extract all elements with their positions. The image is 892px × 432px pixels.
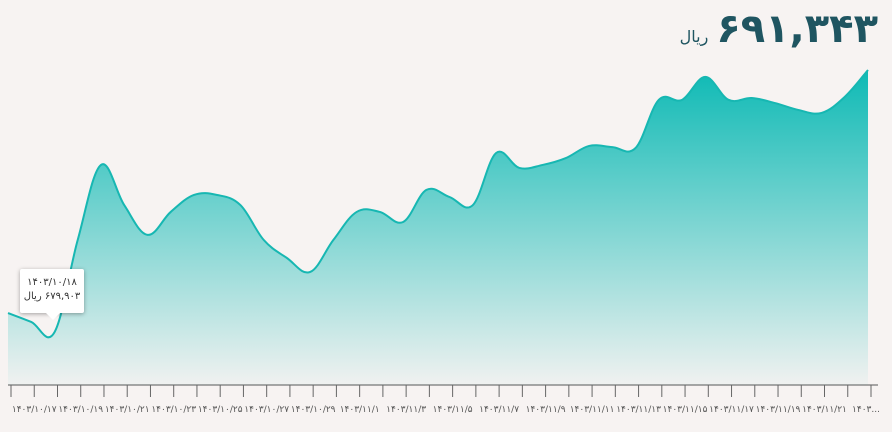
x-tick-label: ۱۴۰۳/۱۱/۱: [340, 405, 380, 415]
x-tick-label: ۱۴۰۳/۱۱/۱۷: [709, 405, 754, 415]
price-value: ۶۹۱,۳۴۳: [716, 6, 878, 52]
tooltip: ۱۴۰۳/۱۰/۱۸ ۶۷۹,۹۰۳ ریال: [20, 269, 84, 320]
x-tick-label: ۱۴۰۳/۱۱/۱۵: [663, 405, 708, 415]
x-tick-label: ۱۴۰۳/۱۰/۲۷: [244, 405, 289, 415]
x-tick-label: ۱۴۰۳/۱۰/۱۷: [12, 405, 57, 415]
x-tick-label: ۱۴۰۳/۱۱/۳: [386, 405, 426, 415]
x-tick-label: ۱۴۰۳/۱۱/۱۳: [616, 405, 661, 415]
x-tick-label: ۱۴۰۳/۱۰/۲۱: [105, 405, 150, 415]
x-tick-label: ۱۴۰۳/۱۰/۲۳: [151, 405, 196, 415]
x-tick-label: ۱۴۰۳/۱۰/۲۹: [291, 405, 336, 415]
price-line: [7, 69, 869, 339]
x-tick-label: ۱۴۰۳/۱۱/۹: [526, 405, 566, 415]
x-tick-label: ۱۴۰۳...: [852, 405, 880, 415]
x-tick-label: ۱۴۰۳/۱۱/۲۱: [802, 405, 847, 415]
current-price: ۶۹۱,۳۴۳ ریال: [680, 6, 878, 52]
area-fill: [8, 69, 868, 386]
tooltip-number: ۶۷۹,۹۰۳: [44, 291, 81, 302]
x-tick-label: ۱۴۰۳/۱۱/۵: [433, 405, 473, 415]
tooltip-date: ۱۴۰۳/۱۰/۱۸: [27, 277, 77, 288]
x-tick-label: ۱۴۰۳/۱۰/۲۵: [198, 405, 243, 415]
x-tick-label: ۱۴۰۳/۱۱/۱۱: [570, 405, 615, 415]
tooltip-value: ۶۷۹,۹۰۳ ریال: [20, 290, 84, 304]
tooltip-unit: ریال: [23, 291, 42, 302]
x-tick-label: ۱۴۰۳/۱۱/۷: [479, 405, 519, 415]
x-tick-label: ۱۴۰۳/۱۰/۱۹: [58, 405, 103, 415]
price-unit: ریال: [679, 27, 709, 46]
x-tick-label: ۱۴۰۳/۱۱/۱۹: [756, 405, 801, 415]
